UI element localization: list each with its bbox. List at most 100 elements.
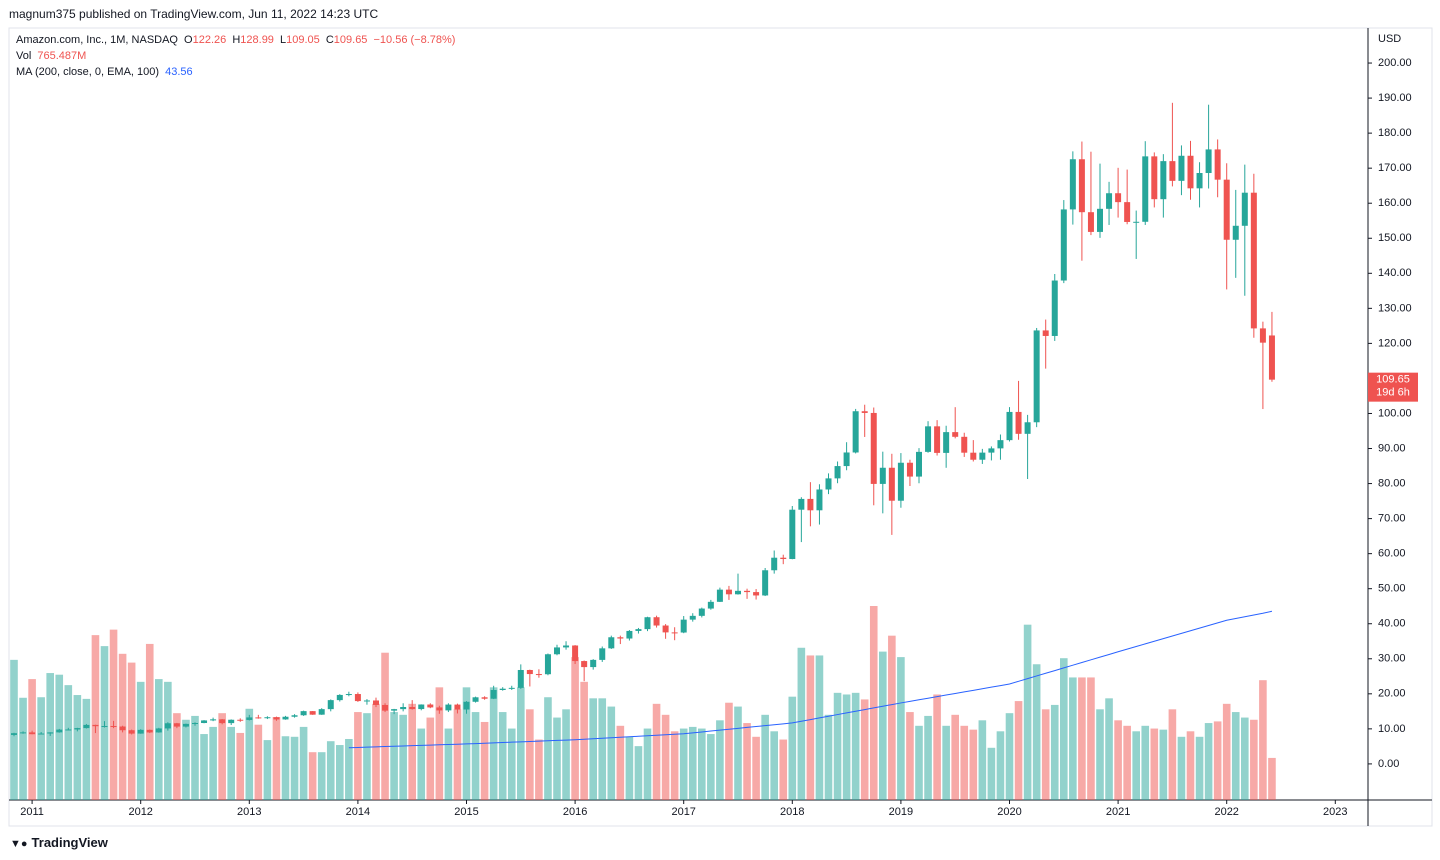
volume-bar [1259,680,1267,800]
candle-body [1205,149,1212,174]
candle-body [662,625,669,633]
candle-body [137,729,144,734]
volume-bar [173,713,181,800]
candle-body [897,462,904,501]
candle-body [373,700,379,705]
y-tick-label: 50.00 [1378,583,1406,595]
volume-bar [91,635,100,800]
volume-bar [1177,736,1186,800]
volume-bar [498,712,507,800]
volume-bar [526,709,534,800]
volume-bar [245,708,254,800]
candle-body [445,704,452,711]
volume-bar [915,725,923,800]
candle-body [988,448,995,453]
candle-body [1024,422,1031,434]
candle-body [246,717,253,720]
publish-header: magnum375 published on TradingView.com, … [9,7,379,21]
volume-bar [924,715,932,800]
volume-bar [191,715,199,800]
price-tag-countdown: 19d 6h [1376,387,1410,399]
candle-body [391,709,398,711]
volume-bar [1123,725,1131,800]
volume-bar [408,703,416,800]
volume-bar [698,728,706,800]
x-tick-label: 2016 [563,806,587,818]
candle-body [816,489,823,511]
volume-bar [480,721,489,800]
volume-bar [888,635,896,800]
candle-body [264,717,271,719]
volume-bar [897,657,905,800]
candle-body [762,570,769,596]
y-tick-label: 170.00 [1378,162,1412,174]
volume-bar [444,728,453,800]
candle-body [481,697,488,699]
candle-body [1015,411,1022,434]
volume-bar [209,726,217,800]
volume-bar [363,713,371,800]
candle-body [382,704,389,711]
candle-body [671,632,678,634]
volume-bar [372,703,380,800]
x-tick-label: 2012 [128,806,152,818]
candle-body [1196,173,1203,189]
volume-bar [616,725,625,800]
volume-bar [960,725,969,800]
volume-bar [707,734,715,800]
volume-bar [806,655,815,800]
candle-body [1033,330,1040,423]
volume-bar [354,712,362,800]
candle-body [608,637,615,649]
candle-body [20,732,27,734]
legend-volume: Vol 765.487M [16,50,89,62]
y-tick-label: 200.00 [1378,57,1412,69]
volume-bar [1032,664,1041,800]
candle-body [680,619,687,633]
candle-body [1006,411,1013,441]
x-tick-label: 2014 [346,806,370,818]
candle-body [771,557,778,571]
y-tick-label: 180.00 [1378,127,1412,139]
legend-volume-name: Vol [16,50,32,62]
candle-body [1142,156,1149,222]
candle-body [961,436,968,453]
volume-bar [598,698,607,800]
candle-body [309,711,316,715]
candle-body [906,462,913,477]
candle-body [744,590,751,593]
candle-body [535,674,542,676]
candle-body [345,694,352,696]
candle-body [1060,209,1067,281]
volume-bar [788,696,797,800]
volume-bar [227,726,235,800]
candle-body [192,723,198,725]
currency-label: USD [1378,33,1401,45]
y-tick-label: 40.00 [1378,618,1406,630]
x-tick-label: 2013 [237,806,261,818]
volume-bar [1087,677,1095,800]
volume-bar [281,736,290,800]
legend-ohlc: Amazon.com, Inc., 1M, NASDAQ O122.26 H12… [16,34,456,46]
y-tick-label: 190.00 [1378,92,1412,104]
volume-bar [869,606,878,800]
volume-bar [1222,703,1231,800]
candle-body [291,715,298,717]
volume-bar [634,746,643,800]
candle-body [427,704,434,708]
volume-bar [46,673,54,800]
volume-bar [1141,725,1150,800]
candle-body [716,589,723,602]
candle-body [1078,159,1085,213]
candle-body [56,729,63,733]
volume-bar [471,712,480,800]
candle-body [38,733,45,735]
y-tick-label: 120.00 [1378,337,1412,349]
candle-body [101,726,108,728]
candle-body [590,659,597,668]
candle-body [182,723,189,727]
volume-bar [851,692,860,800]
volume-bar [55,674,64,800]
volume-bar [996,731,1005,800]
brand-logo: ▼● TradingView [10,835,108,850]
